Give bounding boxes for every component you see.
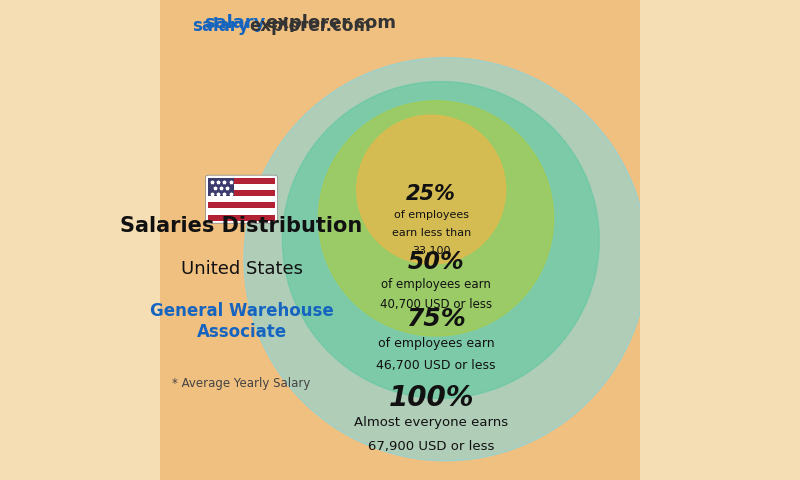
Text: General Warehouse
Associate: General Warehouse Associate [150,302,334,341]
Text: explorer.com: explorer.com [249,17,370,35]
Text: of employees earn: of employees earn [378,336,494,350]
Text: salary: salary [204,14,266,33]
Bar [208,178,275,184]
Bar [208,196,275,202]
FancyBboxPatch shape [206,175,278,223]
Text: 46,700 USD or less: 46,700 USD or less [376,359,496,372]
Text: 67,900 USD or less: 67,900 USD or less [368,440,494,453]
Text: Salaries Distribution: Salaries Distribution [121,216,362,236]
Text: 50%: 50% [408,250,464,274]
Bar [208,215,275,221]
Bar [208,202,275,208]
Bar [208,190,275,196]
Text: of employees: of employees [394,210,469,219]
Circle shape [318,101,554,336]
Text: 100%: 100% [389,384,474,412]
Text: explorer.com: explorer.com [266,14,397,33]
Bar [208,178,234,196]
Bar [208,208,275,215]
Circle shape [244,58,647,461]
Text: 75%: 75% [406,307,466,331]
Text: of employees earn: of employees earn [381,277,491,291]
Text: earn less than: earn less than [391,228,471,238]
Text: United States: United States [181,260,302,278]
Text: 40,700 USD or less: 40,700 USD or less [380,298,492,312]
Circle shape [282,82,599,398]
Text: 25%: 25% [406,184,456,204]
Text: salary: salary [192,17,249,35]
Text: 33,100: 33,100 [412,246,450,256]
Bar [208,184,275,190]
Text: * Average Yearly Salary: * Average Yearly Salary [173,377,310,391]
Circle shape [357,115,506,264]
Text: Almost everyone earns: Almost everyone earns [354,416,508,429]
